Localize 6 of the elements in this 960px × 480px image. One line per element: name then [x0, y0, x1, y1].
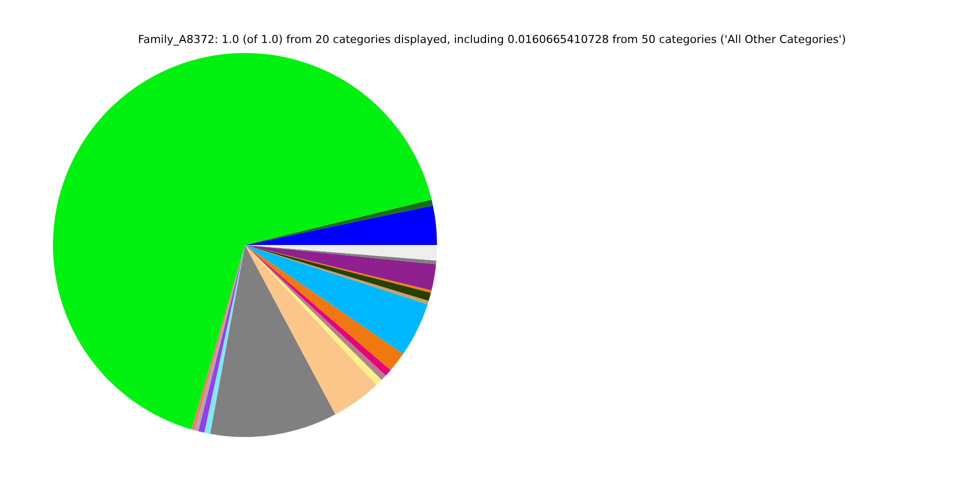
pie-slice: [245, 245, 437, 261]
pie-slice: [245, 245, 428, 354]
text: Family_A8372: 1.0 (of 1.0) from 20 categories displayed, including 0.0160665410728 from 50 categories ('All Other Categories'): [138, 33, 846, 46]
pie-slice: [245, 245, 376, 414]
pie-slice: [210, 245, 336, 437]
pie-slice: [53, 53, 432, 430]
